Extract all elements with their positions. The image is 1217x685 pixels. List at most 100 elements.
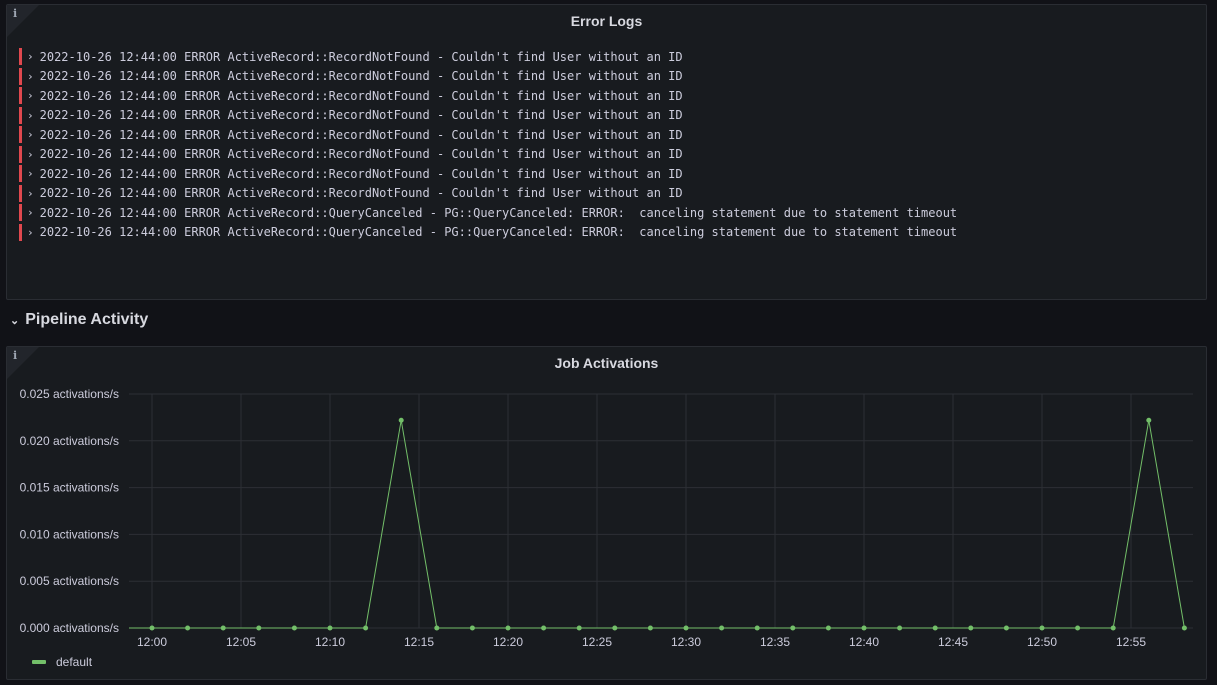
x-tick-label: 12:40 xyxy=(849,635,879,649)
data-point xyxy=(220,625,226,631)
log-row[interactable]: › 2022-10-26 12:44:00 ERROR ActiveRecord:… xyxy=(19,106,957,126)
log-level-indicator xyxy=(19,48,22,66)
log-level-indicator xyxy=(19,165,22,183)
log-line: 2022-10-26 12:44:00 ERROR ActiveRecord::… xyxy=(39,147,683,162)
chevron-right-icon[interactable]: › xyxy=(27,225,34,239)
panel-info-corner[interactable] xyxy=(7,5,39,37)
data-point xyxy=(1181,625,1187,631)
data-point xyxy=(576,625,582,631)
log-row[interactable]: › 2022-10-26 12:44:00 ERROR ActiveRecord:… xyxy=(19,223,957,243)
data-point xyxy=(434,625,440,631)
x-tick-label: 12:15 xyxy=(404,635,434,649)
data-point xyxy=(754,625,760,631)
x-tick-label: 12:45 xyxy=(938,635,968,649)
data-point xyxy=(932,625,938,631)
log-row[interactable]: › 2022-10-26 12:44:00 ERROR ActiveRecord:… xyxy=(19,164,957,184)
chevron-right-icon[interactable]: › xyxy=(27,147,34,161)
job-activations-panel: i Job Activations 0.025 activations/s 0.0… xyxy=(6,346,1207,680)
data-point xyxy=(149,625,155,631)
log-line: 2022-10-26 12:44:00 ERROR ActiveRecord::… xyxy=(39,166,683,181)
chevron-right-icon[interactable]: › xyxy=(27,69,34,83)
data-point xyxy=(1003,625,1009,631)
row-title: Pipeline Activity xyxy=(25,311,149,328)
data-point xyxy=(790,625,796,631)
x-tick-label: 12:55 xyxy=(1116,635,1146,649)
log-row[interactable]: › 2022-10-26 12:44:00 ERROR ActiveRecord:… xyxy=(19,67,957,87)
data-point xyxy=(185,625,191,631)
log-row[interactable]: › 2022-10-26 12:44:00 ERROR ActiveRecord:… xyxy=(19,125,957,145)
x-tick-label: 12:05 xyxy=(226,635,256,649)
x-tick-label: 12:35 xyxy=(760,635,790,649)
data-point xyxy=(541,625,547,631)
log-line: 2022-10-26 12:44:00 ERROR ActiveRecord::… xyxy=(39,186,683,201)
data-point xyxy=(1146,417,1152,423)
chevron-right-icon[interactable]: › xyxy=(27,50,34,64)
log-level-indicator xyxy=(19,106,22,124)
x-tick-label: 12:20 xyxy=(493,635,523,649)
chevron-right-icon[interactable]: › xyxy=(27,167,34,181)
log-level-indicator xyxy=(19,67,22,85)
data-point xyxy=(363,625,369,631)
log-level-indicator xyxy=(19,184,22,202)
data-point xyxy=(1075,625,1081,631)
log-level-indicator xyxy=(19,223,22,241)
log-line: 2022-10-26 12:44:00 ERROR ActiveRecord::… xyxy=(39,108,683,123)
log-row[interactable]: › 2022-10-26 12:44:00 ERROR ActiveRecord:… xyxy=(19,184,957,204)
chevron-right-icon[interactable]: › xyxy=(27,89,34,103)
chevron-right-icon[interactable]: › xyxy=(27,128,34,142)
chevron-right-icon[interactable]: › xyxy=(27,108,34,122)
log-row[interactable]: › 2022-10-26 12:44:00 ERROR ActiveRecord:… xyxy=(19,47,957,67)
panel-title: Error Logs xyxy=(570,13,643,29)
y-tick-label: 0.005 activations/s xyxy=(20,574,119,588)
series-line-default xyxy=(129,420,1185,629)
data-point xyxy=(719,625,725,631)
legend-swatch xyxy=(32,660,46,664)
log-line: 2022-10-26 12:44:00 ERROR ActiveRecord::… xyxy=(39,205,958,220)
data-point xyxy=(612,625,618,631)
info-icon[interactable]: i xyxy=(13,349,18,362)
log-line: 2022-10-26 12:44:00 ERROR ActiveRecord::… xyxy=(39,88,683,103)
data-point xyxy=(897,625,903,631)
log-row[interactable]: › 2022-10-26 12:44:00 ERROR ActiveRecord:… xyxy=(19,86,957,106)
chevron-right-icon[interactable]: › xyxy=(27,186,34,200)
panel-info-corner[interactable] xyxy=(7,347,39,379)
data-point xyxy=(647,625,653,631)
x-tick-label: 12:00 xyxy=(137,635,167,649)
log-level-indicator xyxy=(19,204,22,222)
data-point xyxy=(861,625,867,631)
log-level-indicator xyxy=(19,126,22,144)
log-line: 2022-10-26 12:44:00 ERROR ActiveRecord::… xyxy=(39,69,683,84)
data-point xyxy=(291,625,297,631)
data-point xyxy=(505,625,511,631)
data-point xyxy=(327,625,333,631)
y-tick-label: 0.000 activations/s xyxy=(20,621,119,635)
log-level-indicator xyxy=(19,145,22,163)
info-icon[interactable]: i xyxy=(13,7,18,20)
log-level-indicator xyxy=(19,87,22,105)
row-pipeline-activity[interactable]: ⌄ Pipeline Activity xyxy=(10,311,148,329)
x-tick-label: 12:25 xyxy=(582,635,612,649)
x-tick-label: 12:30 xyxy=(671,635,701,649)
data-point xyxy=(256,625,262,631)
y-tick-label: 0.010 activations/s xyxy=(20,527,119,541)
y-tick-label: 0.020 activations/s xyxy=(20,434,119,448)
data-point xyxy=(825,625,831,631)
legend-label: default xyxy=(56,655,93,669)
y-tick-label: 0.025 activations/s xyxy=(20,387,119,401)
chevron-down-icon[interactable]: ⌄ xyxy=(10,314,20,327)
legend-item-default[interactable]: default xyxy=(32,655,92,669)
log-row[interactable]: › 2022-10-26 12:44:00 ERROR ActiveRecord:… xyxy=(19,203,957,223)
chevron-right-icon[interactable]: › xyxy=(27,206,34,220)
log-row[interactable]: › 2022-10-26 12:44:00 ERROR ActiveRecord:… xyxy=(19,145,957,165)
data-point xyxy=(968,625,974,631)
x-tick-label: 12:10 xyxy=(315,635,345,649)
log-line: 2022-10-26 12:44:00 ERROR ActiveRecord::… xyxy=(39,49,683,64)
data-point xyxy=(469,625,475,631)
data-point xyxy=(398,417,404,423)
log-line: 2022-10-26 12:44:00 ERROR ActiveRecord::… xyxy=(39,127,683,142)
x-tick-label: 12:50 xyxy=(1027,635,1057,649)
panel-title: Job Activations xyxy=(554,355,659,371)
data-point xyxy=(683,625,689,631)
data-point xyxy=(1039,625,1045,631)
log-list: › 2022-10-26 12:44:00 ERROR ActiveRecord:… xyxy=(19,47,957,242)
